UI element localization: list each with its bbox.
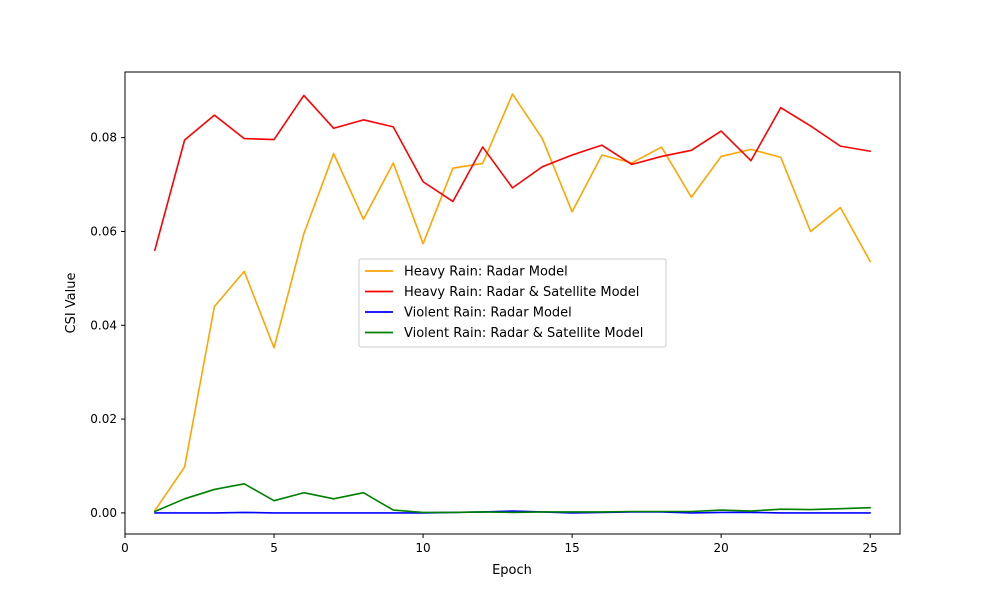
- x-tick-label: 10: [415, 541, 430, 555]
- x-axis-label: Epoch: [492, 563, 532, 578]
- x-tick-label: 0: [121, 541, 129, 555]
- series-line-4: [154, 483, 871, 514]
- y-tick-label: 0.06: [90, 224, 117, 238]
- x-tick-label: 25: [863, 541, 878, 555]
- y-axis-label: CSI Value: [64, 273, 79, 334]
- plot-frame: [124, 71, 901, 535]
- x-tick-label: 20: [714, 541, 729, 555]
- legend: Heavy Rain: Radar Model Heavy Rain: Radar…: [358, 258, 667, 348]
- legend-label-1: Heavy Rain: Radar Model: [404, 265, 568, 280]
- series-line-1: [154, 93, 871, 512]
- y-tick-label: 0.02: [90, 412, 117, 426]
- x-tick-label: 15: [564, 541, 579, 555]
- y-tick-label: 0.00: [90, 506, 117, 520]
- y-axis: 0.00 0.02 0.04 0.06 0.08: [90, 131, 125, 520]
- legend-box: [358, 258, 667, 348]
- series-line-2: [154, 94, 871, 252]
- legend-label-3: Violent Rain: Radar Model: [404, 306, 572, 321]
- series-line-3: [154, 510, 871, 514]
- legend-label-2: Heavy Rain: Radar & Satellite Model: [404, 285, 639, 300]
- y-tick-label: 0.08: [90, 131, 117, 145]
- legend-label-4: Violent Rain: Radar & Satellite Model: [404, 326, 643, 341]
- x-axis: 0 5 10 15 20 25: [121, 534, 878, 555]
- series-layer: [154, 93, 871, 514]
- x-tick-label: 5: [270, 541, 278, 555]
- y-tick-label: 0.04: [90, 318, 117, 332]
